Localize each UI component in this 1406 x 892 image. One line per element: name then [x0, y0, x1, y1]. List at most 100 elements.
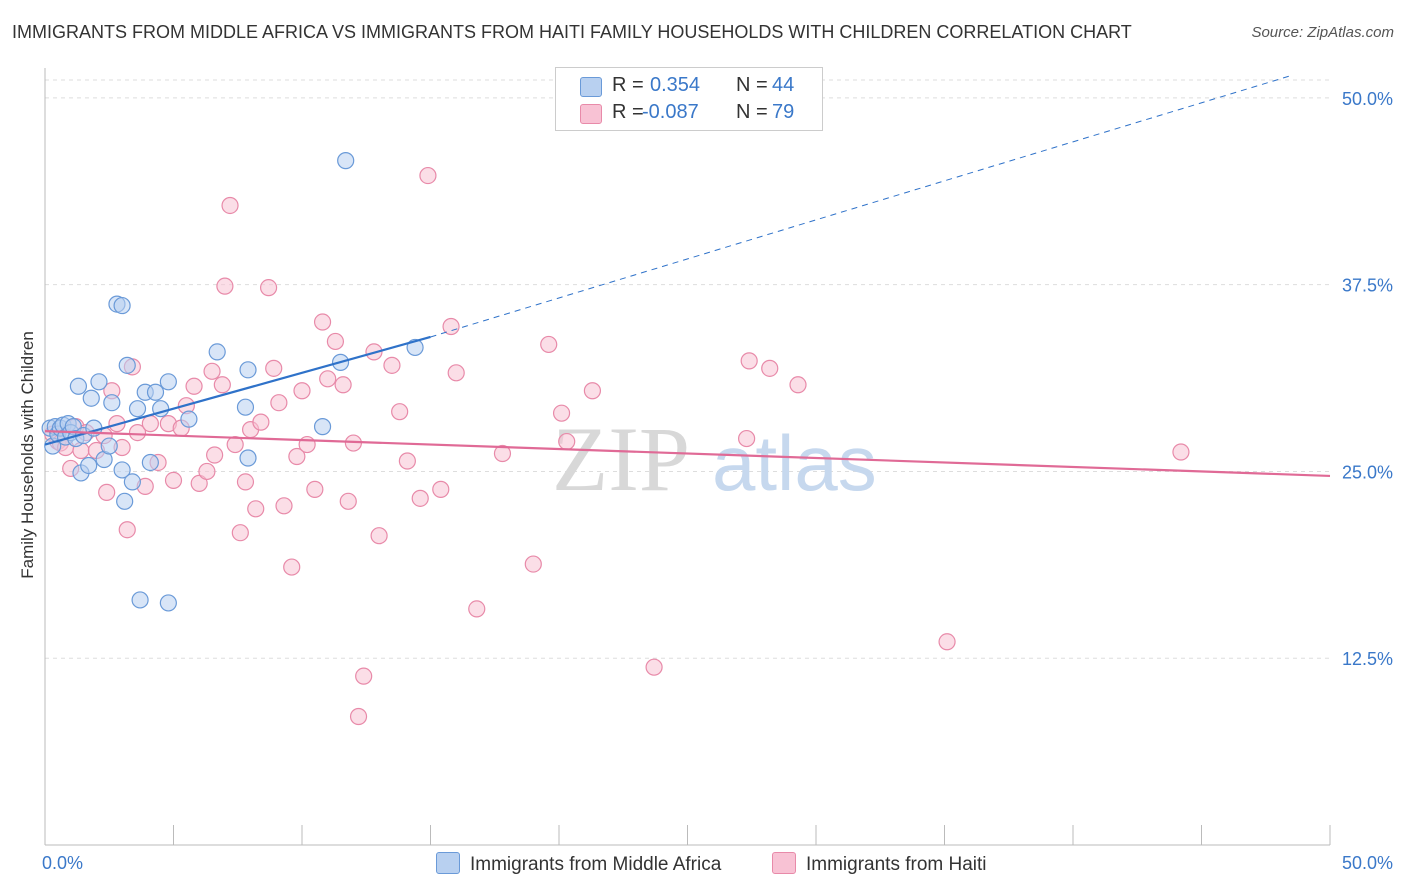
series-legend-haiti: Immigrants from Haiti: [772, 852, 987, 876]
data-point: [208, 343, 226, 361]
data-point: [113, 461, 131, 479]
legend-r-value: -0.087: [642, 101, 699, 123]
axes: [44, 68, 1331, 846]
data-point: [206, 446, 224, 464]
data-point: [198, 462, 216, 481]
data-point: [552, 404, 571, 422]
legend-n-value: 44: [772, 74, 795, 96]
data-point: [236, 398, 255, 416]
data-point: [69, 377, 88, 395]
trend-line-middle-africa: [44, 335, 431, 446]
data-point: [283, 558, 301, 576]
series-name: Immigrants from Middle Africa: [470, 854, 722, 875]
data-point: [159, 373, 177, 391]
data-point: [82, 389, 100, 407]
data-point: [203, 362, 221, 380]
data-point: [213, 376, 231, 394]
data-point: [236, 473, 255, 491]
data-point: [493, 444, 512, 463]
y-tick-label: 50.0%: [1342, 89, 1393, 109]
tick-labels: 12.5% 25.0% 37.5% 50.0% 0.0% 50.0%: [42, 89, 1393, 873]
trend-extension-middle-africa: [430, 74, 1292, 338]
data-point: [540, 335, 558, 354]
data-point: [159, 594, 177, 612]
data-point: [90, 373, 108, 391]
data-point: [740, 352, 758, 370]
data-point: [80, 456, 98, 475]
legend-r-value: 0.354: [650, 74, 701, 96]
data-point: [326, 332, 345, 351]
data-point: [432, 480, 450, 498]
data-point: [164, 471, 183, 490]
data-point: [334, 376, 352, 394]
data-point: [419, 166, 437, 185]
y-tick-label: 37.5%: [1342, 276, 1393, 296]
trend-line-haiti: [44, 429, 1331, 478]
data-point: [185, 377, 203, 395]
watermark-zip: ZIP: [552, 408, 690, 510]
data-point: [391, 403, 409, 421]
data-point: [113, 296, 131, 315]
data-point: [319, 370, 337, 388]
y-tick-label: 25.0%: [1342, 462, 1393, 482]
data-point: [1172, 443, 1190, 461]
series-swatch-pink: [772, 852, 796, 874]
series-middle-africa-points: [41, 152, 424, 612]
data-point: [226, 435, 244, 454]
grid: [45, 79, 1330, 659]
data-point: [190, 474, 208, 492]
x-tick-label-max: 50.0%: [1342, 853, 1393, 873]
data-point: [447, 364, 465, 382]
series-name: Immigrants from Haiti: [806, 854, 987, 875]
data-point: [123, 473, 141, 491]
data-point: [270, 394, 288, 412]
data-point: [306, 480, 324, 498]
data-point: [116, 492, 134, 510]
data-point: [231, 524, 249, 542]
data-point: [146, 383, 165, 401]
legend-n-key: N =: [736, 74, 768, 96]
data-point: [411, 489, 429, 507]
data-point: [339, 492, 357, 510]
data-point: [583, 382, 602, 400]
data-point: [789, 376, 807, 394]
data-point: [141, 415, 159, 433]
data-point: [131, 591, 149, 609]
data-point: [524, 555, 542, 573]
chart-title: IMMIGRANTS FROM MIDDLE AFRICA VS IMMIGRA…: [12, 22, 1132, 42]
data-point: [349, 707, 368, 726]
legend-n-key: N =: [736, 101, 768, 123]
data-point: [239, 361, 257, 379]
data-point: [265, 359, 283, 377]
data-point: [100, 437, 118, 455]
legend-r-key: R =: [612, 101, 644, 123]
data-point: [558, 432, 576, 451]
data-point: [645, 658, 663, 676]
data-point: [313, 313, 332, 331]
data-point: [313, 418, 332, 436]
data-point: [252, 413, 270, 431]
data-point: [216, 277, 234, 295]
data-point: [275, 497, 293, 515]
data-point: [239, 449, 257, 467]
source-credit: Source: ZipAtlas.com: [1251, 24, 1394, 41]
data-point: [259, 279, 278, 297]
data-point: [370, 527, 388, 545]
data-point: [98, 483, 116, 501]
data-point: [383, 356, 401, 374]
y-tick-label: 12.5%: [1342, 649, 1393, 669]
data-point: [118, 356, 136, 374]
data-point: [118, 521, 136, 539]
legend-r-key: R =: [612, 74, 644, 96]
data-point: [288, 447, 306, 466]
legend-swatch-pink: [580, 104, 602, 124]
data-point: [103, 394, 121, 412]
watermark-atlas: atlas: [712, 419, 877, 507]
data-point: [128, 423, 147, 442]
data-point: [141, 453, 159, 472]
data-point: [293, 382, 311, 400]
data-point: [468, 600, 486, 618]
data-point: [221, 196, 239, 215]
series-legend-middle-africa: Immigrants from Middle Africa: [436, 852, 721, 876]
